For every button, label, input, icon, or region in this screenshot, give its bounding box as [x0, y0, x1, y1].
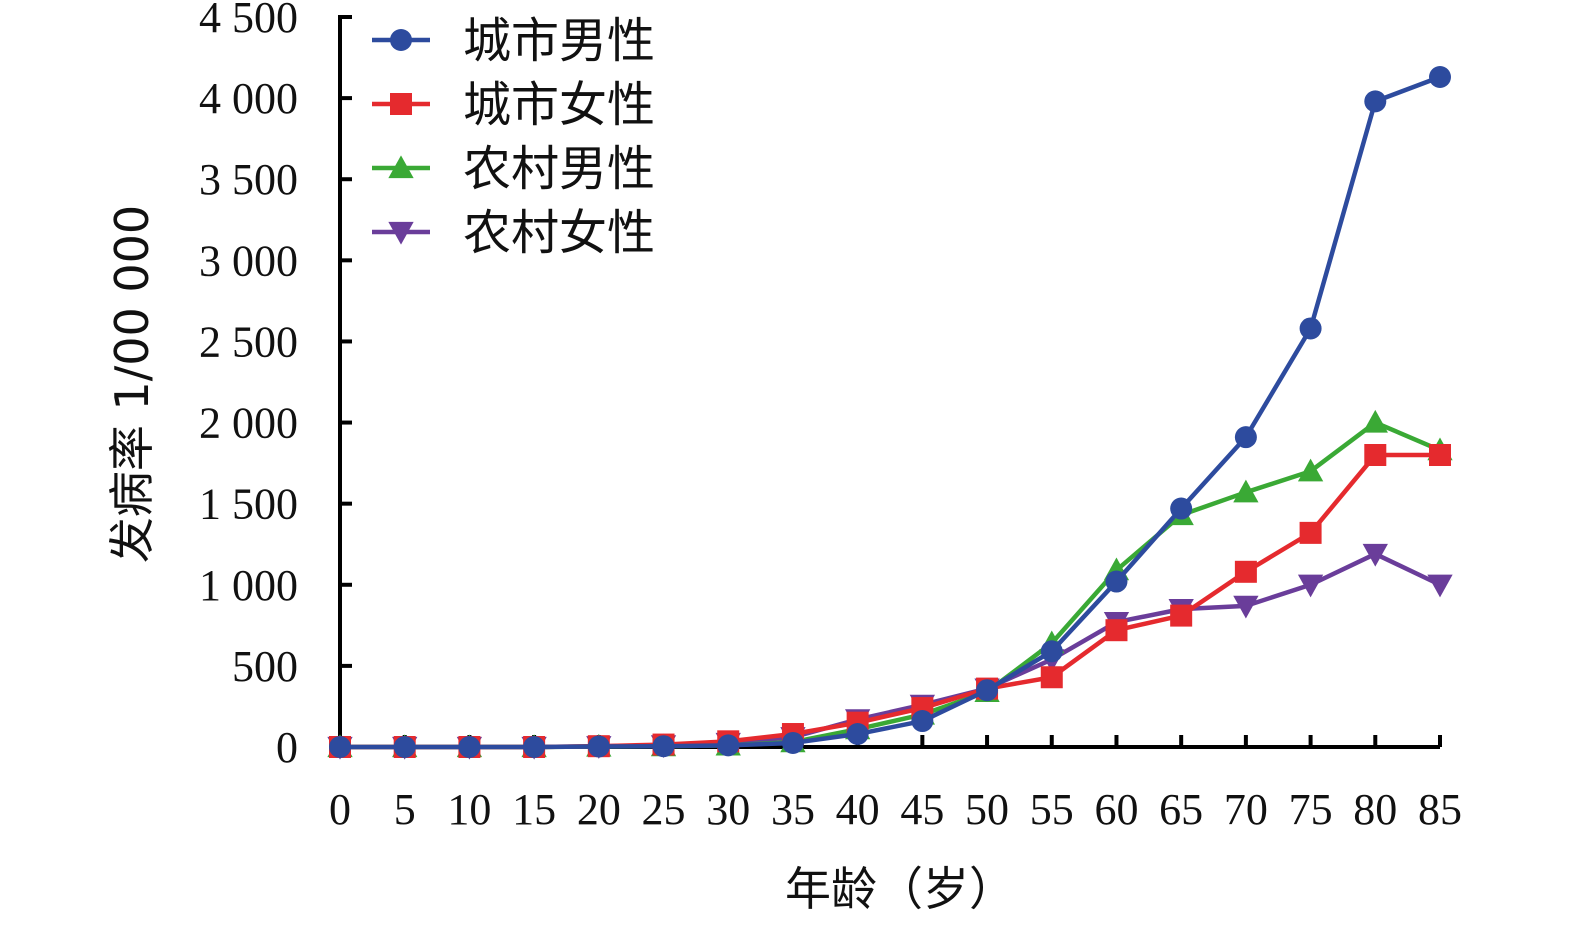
legend-marker [388, 155, 414, 179]
legend-item: 农村男性 [372, 141, 655, 197]
x-tick-label: 15 [512, 785, 556, 834]
series-layer [327, 66, 1453, 760]
x-axis-title: 年龄（岁） [785, 862, 1015, 916]
series-3 [327, 409, 1453, 758]
data-point [1170, 497, 1193, 520]
y-tick-label: 2 000 [199, 399, 298, 448]
x-tick-label: 70 [1224, 785, 1268, 834]
data-point [1429, 444, 1451, 466]
data-point [1427, 574, 1453, 598]
x-tick-label: 80 [1353, 785, 1397, 834]
data-point [652, 735, 675, 758]
data-point [1234, 560, 1257, 583]
x-tick-label: 25 [642, 785, 686, 834]
legend-label: 城市女性 [463, 77, 655, 133]
legend-item: 农村女性 [372, 205, 655, 261]
data-point [846, 723, 869, 746]
x-tick-label: 30 [706, 785, 750, 834]
x-tick-label: 40 [836, 785, 880, 834]
x-tick-label: 10 [447, 785, 491, 834]
y-tick-label: 3 000 [199, 236, 298, 285]
data-point [1297, 458, 1324, 482]
x-tick-label: 55 [1030, 785, 1074, 834]
data-point [1233, 595, 1259, 619]
data-point [1299, 317, 1322, 340]
data-point [1297, 574, 1324, 598]
series-line [340, 420, 1441, 750]
data-point [1233, 479, 1259, 503]
series-line [340, 551, 1441, 750]
data-point [1105, 570, 1128, 593]
x-ticks: 0 5 10 15 20 25 30 35 40 45 50 55 60 65 70 75 80 85 [329, 735, 1462, 834]
y-tick-label: 1 500 [199, 480, 298, 529]
data-point [1362, 409, 1388, 433]
y-axis-title: 发病率 1/00 000 [105, 205, 159, 563]
data-point [1362, 543, 1388, 567]
data-point [329, 736, 351, 758]
x-tick-label: 75 [1289, 785, 1333, 834]
data-point [1040, 666, 1063, 689]
series-1 [329, 66, 1451, 758]
y-tick-label: 4 500 [199, 0, 298, 42]
x-tick-label: 35 [771, 785, 815, 834]
data-point [1040, 640, 1063, 663]
data-point [458, 736, 481, 758]
y-tick-label: 2 500 [199, 317, 298, 366]
data-point [1234, 426, 1257, 449]
legend-item: 城市女性 [372, 77, 655, 133]
legend-item: 城市男性 [372, 13, 655, 69]
data-point [1105, 619, 1128, 642]
data-point [717, 734, 740, 757]
data-point [911, 710, 934, 733]
y-ticks: 0 500 1 000 1 500 2 000 2 500 3 000 3 500 4 000 4… [199, 0, 352, 772]
x-tick-label: 65 [1159, 785, 1203, 834]
y-tick-label: 3 500 [199, 155, 298, 204]
legend-label: 农村男性 [463, 141, 655, 197]
x-tick-label: 45 [900, 785, 944, 834]
data-point [1299, 521, 1322, 544]
data-point [587, 735, 610, 758]
series-line [340, 452, 1440, 750]
data-point [393, 736, 416, 758]
x-tick-label: 85 [1418, 785, 1462, 834]
y-tick-label: 500 [232, 642, 298, 691]
data-point [1170, 604, 1193, 627]
legend-marker [390, 29, 412, 51]
data-point [1429, 66, 1451, 89]
data-point [523, 736, 546, 758]
y-tick-label: 4 000 [199, 74, 298, 123]
data-point [781, 731, 804, 754]
legend-label: 农村女性 [463, 205, 655, 261]
x-tick-label: 20 [577, 785, 621, 834]
y-tick-label: 1 000 [199, 561, 298, 610]
x-tick-label: 50 [965, 785, 1009, 834]
x-tick-label: 60 [1094, 785, 1138, 834]
legend-marker [390, 93, 412, 115]
data-point [1364, 90, 1387, 113]
x-tick-label: 0 [329, 785, 351, 834]
y-tick-label: 0 [276, 723, 298, 772]
data-point [1364, 444, 1387, 466]
x-tick-label: 5 [394, 785, 416, 834]
legend-label: 城市男性 [463, 13, 655, 69]
data-point [976, 679, 999, 702]
legend-marker [388, 221, 414, 245]
